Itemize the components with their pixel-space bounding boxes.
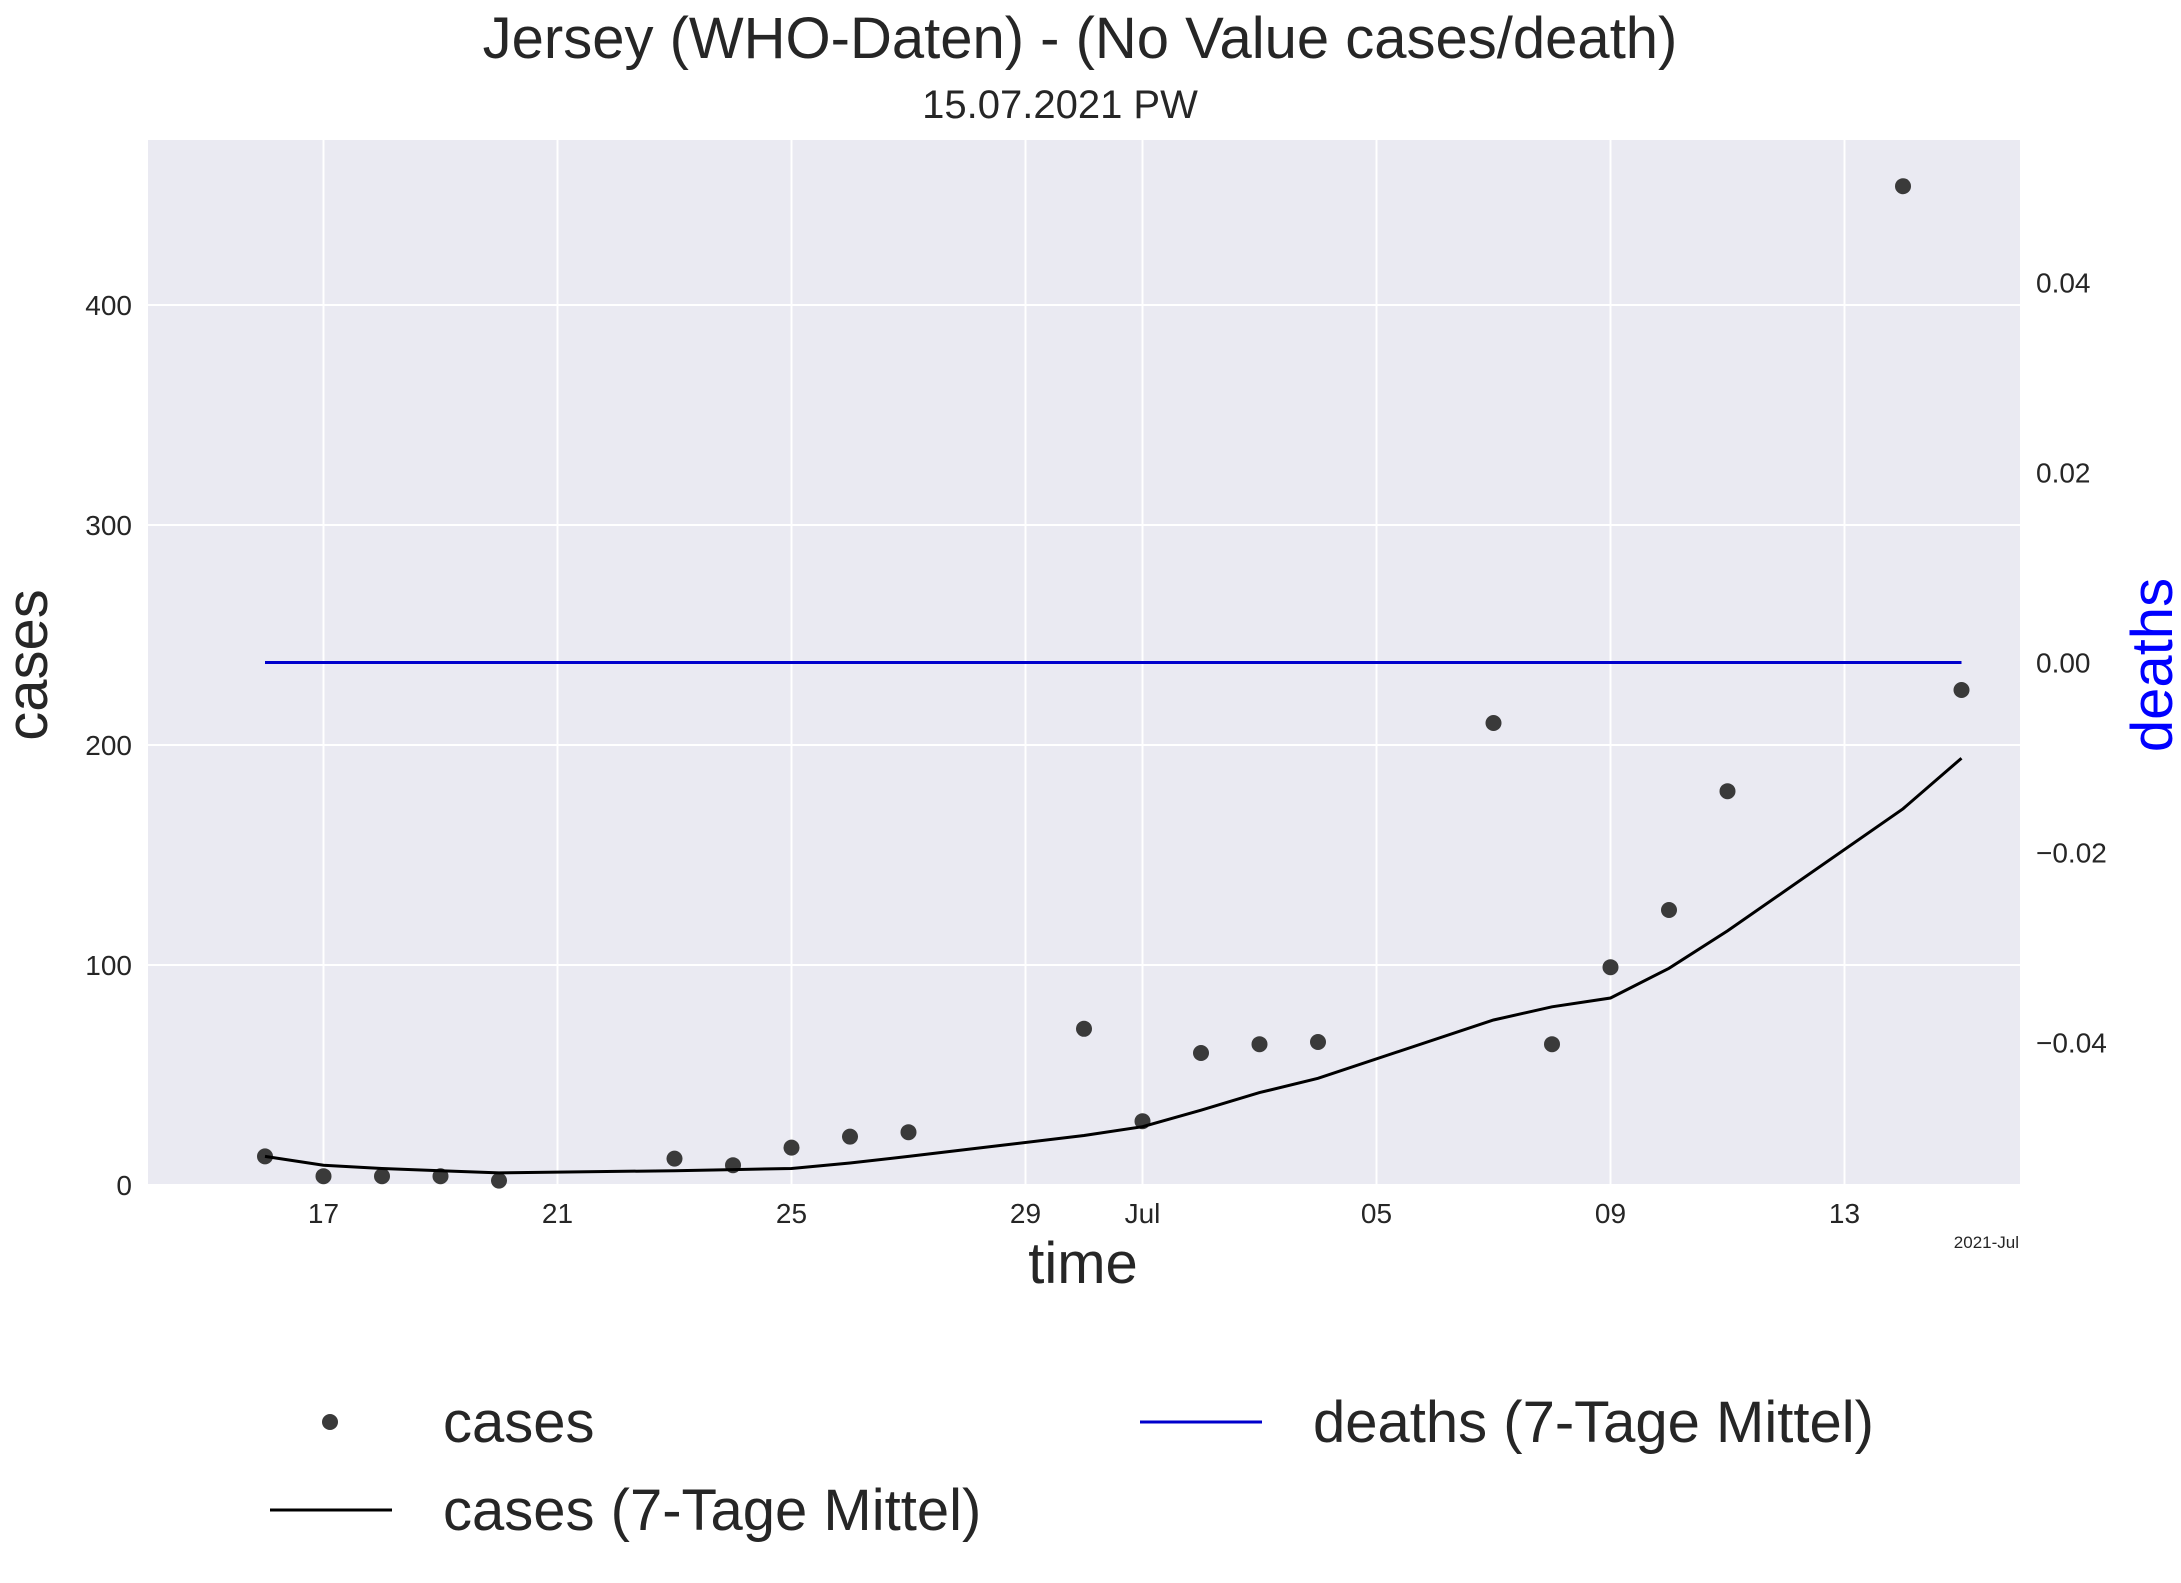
cases-point: [1485, 715, 1502, 731]
cases-point: [900, 1124, 917, 1141]
cases-point: [1895, 178, 1911, 195]
legend-label: cases (7-Tage Mittel): [443, 1478, 981, 1543]
chart-title: Jersey (WHO-Daten) - (No Value cases/dea…: [483, 6, 1678, 71]
cases-point: [1251, 1036, 1268, 1053]
x-axis-offset-label: 2021-Jul: [1954, 1233, 2019, 1252]
cases-point: [1953, 682, 1970, 698]
y2-axis-label: deaths: [2120, 578, 2181, 752]
series-layer: [257, 178, 1970, 1189]
legend-label: cases: [443, 1390, 595, 1455]
y2-tick-label: 0.04: [2036, 268, 2091, 299]
y-tick-label: 0: [116, 1170, 132, 1201]
y2-tick-label: −0.02: [2036, 838, 2107, 869]
cases-point: [1193, 1045, 1209, 1061]
legend-marker-cases: [322, 1414, 338, 1430]
x-tick-label: 13: [1829, 1198, 1860, 1229]
chart-subtitle: 15.07.2021 PW: [922, 83, 1198, 127]
y2-tick-label: 0.02: [2036, 458, 2091, 489]
cases-point: [1544, 1036, 1560, 1053]
y2-tick-label: −0.04: [2036, 1028, 2107, 1059]
cases-point: [1310, 1034, 1326, 1050]
y-tick-label: 400: [85, 290, 132, 321]
y-tick-label: 300: [85, 510, 132, 541]
cases-point: [491, 1172, 507, 1189]
x-tick-label: 05: [1361, 1198, 1392, 1229]
legend: cases cases (7-Tage Mittel) deaths (7-Tage…: [270, 1390, 1874, 1543]
x-tick-label: 09: [1595, 1198, 1626, 1229]
cases-avg-line: [264, 757, 1963, 1175]
x-tick-label: 25: [776, 1198, 807, 1229]
cases-point: [1076, 1020, 1092, 1037]
y2-tick-label: 0.00: [2036, 648, 2091, 679]
y-tick-label: 200: [85, 730, 132, 761]
x-tick-label: 21: [542, 1198, 573, 1229]
cases-point: [1602, 959, 1619, 976]
x-axis-label: time: [1028, 1231, 1138, 1296]
legend-label: deaths (7-Tage Mittel): [1313, 1390, 1874, 1455]
cases-point: [842, 1128, 858, 1145]
cases-point: [666, 1150, 683, 1167]
x-tick-label: Jul: [1125, 1198, 1161, 1229]
cases-point: [1661, 902, 1677, 918]
cases-point: [1719, 783, 1736, 800]
y-tick-label: 100: [85, 950, 132, 981]
axes: 17 21 25 29 Jul 05 09 13 0 100 200 300 400 0.04 0.02 0.…: [85, 268, 2107, 1230]
cases-point: [783, 1139, 800, 1156]
x-tick-label: 29: [1010, 1198, 1041, 1229]
cases-point: [374, 1168, 390, 1185]
x-tick-label: 17: [308, 1198, 339, 1229]
y-axis-label: cases: [0, 589, 60, 741]
cases-point: [315, 1168, 332, 1185]
